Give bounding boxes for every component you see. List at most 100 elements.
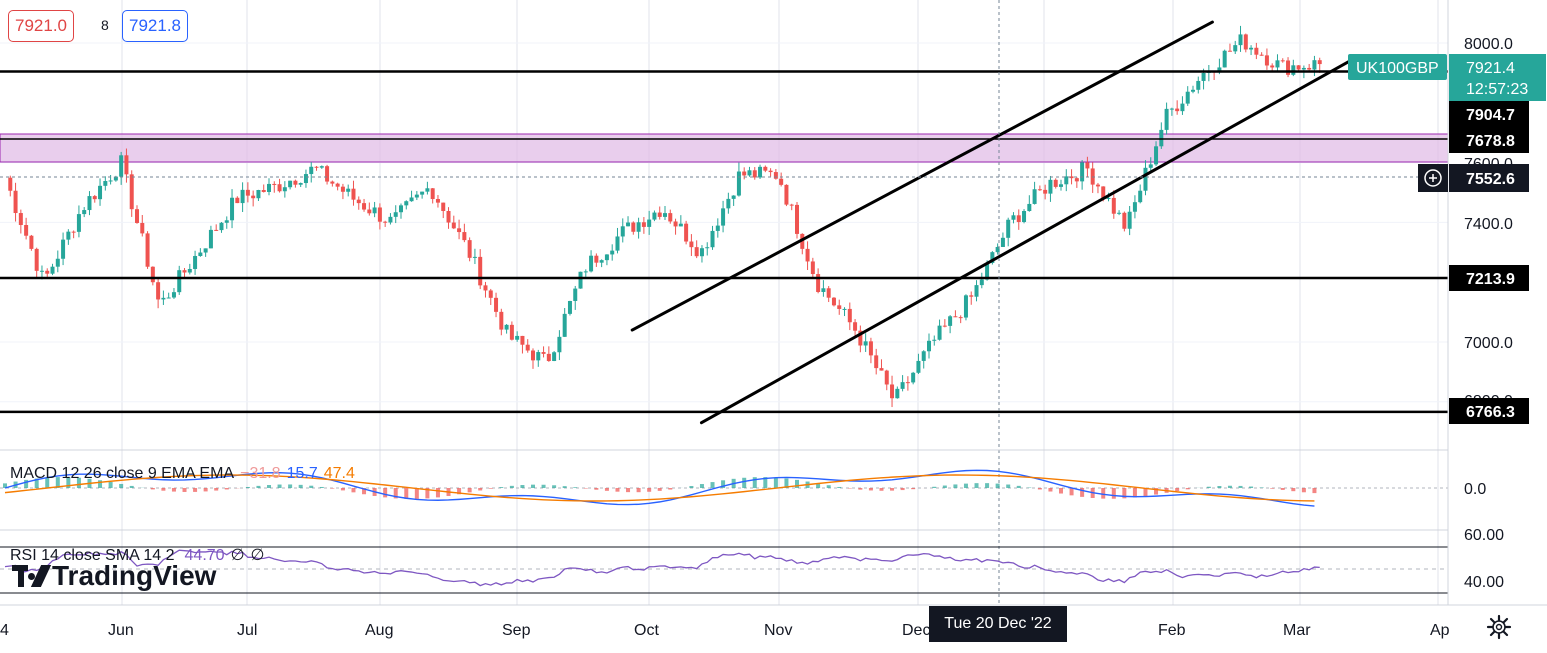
time-axis[interactable]: 4 Jun Jul Aug Sep Oct Nov Dec Feb Mar Ap	[0, 622, 1450, 639]
candle-body	[668, 213, 673, 222]
macd-legend[interactable]: MACD 12 26 close 9 EMA EMA −31.8 15.7 47.4	[10, 465, 355, 483]
add-alert-icon[interactable]	[1418, 164, 1448, 192]
candle-body	[404, 201, 409, 206]
macd-histogram-bar	[1270, 488, 1275, 489]
macd-histogram-bar	[3, 483, 7, 488]
candle-body	[942, 325, 947, 327]
candle-body	[1127, 211, 1132, 229]
candle-body	[409, 197, 414, 202]
candle-body	[103, 181, 108, 186]
candle-body	[1159, 129, 1164, 147]
candle-body	[340, 186, 345, 192]
candle-body	[1286, 60, 1291, 75]
rsi-tick: 40.00	[1464, 574, 1504, 591]
macd-histogram-bar	[467, 488, 472, 493]
candle-body	[916, 360, 921, 373]
macd-histogram-bar	[1048, 488, 1053, 492]
macd-histogram-bar	[1175, 488, 1180, 492]
candle-body	[784, 184, 789, 205]
macd-histogram-bar	[1259, 487, 1264, 488]
macd-histogram-bar	[868, 488, 873, 491]
macd-histogram-bar	[435, 488, 440, 498]
candle-body	[1048, 179, 1053, 194]
tradingview-logo[interactable]: TradingView	[12, 560, 216, 592]
candle-body	[831, 297, 836, 306]
candle-body	[335, 183, 340, 187]
symbol-price-badge[interactable]: UK100GBP 7921.4 12:57:23	[1348, 54, 1546, 101]
candle-body	[779, 178, 784, 185]
candle-body	[240, 189, 245, 204]
bid-price-button[interactable]: 7921.0	[8, 10, 74, 42]
horizontal-levels[interactable]	[0, 70, 1448, 414]
candle-body	[108, 180, 113, 182]
candle-body	[620, 226, 625, 237]
crosshair-price-badge: 7552.6	[1466, 171, 1515, 188]
candle-body	[531, 350, 535, 361]
candle-body	[245, 189, 250, 196]
candle-body	[773, 172, 778, 179]
candle-body	[1169, 108, 1174, 110]
candle-body	[1053, 179, 1058, 187]
candle-body	[663, 213, 667, 217]
macd-histogram-bar	[319, 486, 324, 488]
macd-histogram-bar	[795, 479, 799, 488]
macd-histogram-bar	[626, 488, 631, 493]
macd-histogram-bar	[773, 477, 778, 488]
candle-body	[937, 325, 942, 340]
candle-body	[694, 247, 699, 257]
ask-price-button[interactable]: 7921.8	[122, 10, 188, 42]
candle-body	[1312, 60, 1317, 70]
candle-body	[1270, 65, 1275, 68]
candle-body	[1011, 215, 1016, 220]
candle-body	[92, 196, 97, 200]
candle-body	[599, 260, 604, 263]
candle-body	[24, 225, 29, 236]
candle-body	[678, 223, 683, 227]
macd-histogram-bar	[1122, 488, 1127, 499]
price-tick: 7400.0	[1464, 216, 1513, 233]
macd-histogram-bar	[1101, 488, 1106, 499]
candle-body	[367, 209, 372, 214]
settings-gear-icon[interactable]	[1486, 614, 1512, 640]
macd-histogram-bar	[985, 483, 990, 488]
candle-body	[837, 305, 842, 309]
candle-body	[594, 255, 599, 263]
candle-body	[303, 174, 308, 184]
macd-histogram-bar	[784, 478, 789, 488]
candle-body	[826, 288, 831, 298]
candle-body	[715, 225, 720, 231]
candle-body	[451, 222, 456, 229]
candle-body	[684, 223, 689, 242]
macd-histogram-bar	[161, 488, 166, 491]
macd-histogram-bar	[340, 488, 345, 491]
candle-body	[425, 188, 430, 192]
macd-histogram-bar	[351, 488, 356, 493]
candle-body	[604, 254, 609, 261]
symbol-name: UK100GBP	[1356, 60, 1439, 77]
candle-body	[1301, 67, 1306, 70]
macd-histogram-bar	[900, 488, 905, 491]
candle-body	[87, 196, 92, 211]
candle-body	[171, 292, 176, 298]
candle-body	[420, 191, 425, 195]
candle-body	[319, 166, 324, 168]
candle-body	[1254, 47, 1259, 55]
candle-body	[536, 352, 541, 361]
macd-histogram-bar	[942, 485, 947, 488]
rsi-legend[interactable]: RSI 14 close SMA 14 2 44.70 ∅ ∅	[10, 545, 264, 565]
candle-body	[351, 188, 356, 200]
macd-histogram-bar	[1154, 488, 1159, 495]
trend-channel[interactable]	[630, 20, 1357, 425]
candle-body	[150, 266, 155, 283]
candle-body	[76, 214, 81, 232]
candle-body	[969, 295, 974, 297]
macd-histogram-bar	[414, 488, 419, 499]
macd-hist-value: −31.8	[240, 465, 281, 482]
candle-body	[140, 222, 145, 234]
macd-histogram-bar	[657, 488, 662, 491]
candle-body	[430, 188, 435, 200]
macd-histogram-bar	[393, 488, 398, 499]
macd-histogram-bar	[108, 482, 113, 488]
macd-histogram-bar	[552, 485, 557, 488]
